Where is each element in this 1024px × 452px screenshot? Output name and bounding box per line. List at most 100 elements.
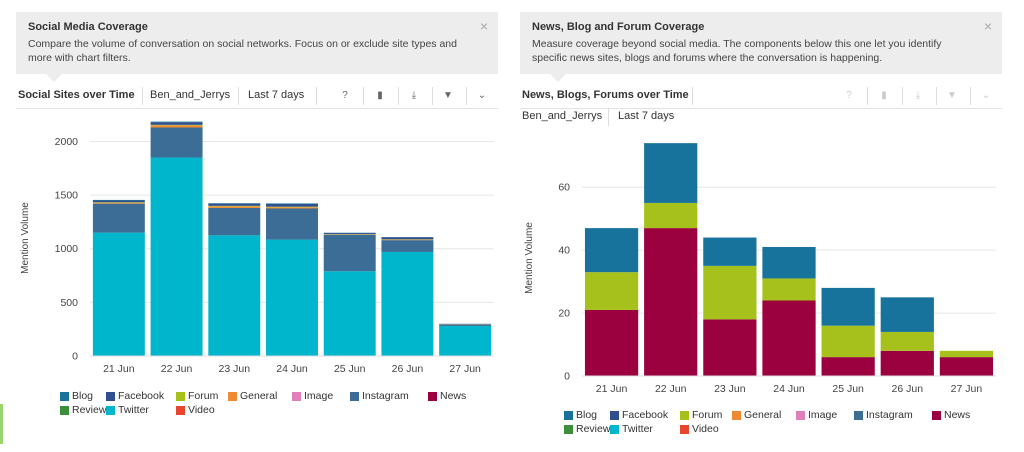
bar-segment-facebook xyxy=(266,203,318,207)
y-axis-label: Mention Volume xyxy=(524,222,535,294)
chevron-down-icon[interactable]: ⌄ xyxy=(981,90,991,101)
y-tick-label: 0 xyxy=(72,351,78,363)
bar-segment-news xyxy=(762,300,816,376)
bar-segment-news xyxy=(644,228,698,376)
bar-segment-news xyxy=(939,357,994,376)
bar-segment-facebook xyxy=(381,237,434,240)
x-tick-label: 24 Jun xyxy=(276,363,308,375)
news-blogs-forums-chart: 0 20 40 60 Mention Volume 21 Jun 22 Jun 23 Jun 2… xyxy=(524,143,996,395)
bar-segment-twitter xyxy=(92,232,145,356)
help-icon[interactable]: ? xyxy=(342,90,348,101)
bar-segment-news xyxy=(821,357,875,376)
x-tick-label: 27 Jun xyxy=(951,383,983,395)
x-tick-label: 21 Jun xyxy=(103,363,135,375)
brand-filter[interactable]: Ben_and_Jerrys xyxy=(150,89,231,101)
bar-segment-facebook xyxy=(323,233,376,235)
bar-segment-blog xyxy=(703,237,757,266)
close-icon[interactable]: × xyxy=(983,18,992,34)
chart-toolbar: News, Blogs, Forums over Time ? ▮ ⤓ ▼ ⌄ xyxy=(520,84,1002,109)
legend-label: News xyxy=(944,409,971,421)
date-range-filter[interactable]: Last 7 days xyxy=(248,89,305,101)
x-tick-label: 22 Jun xyxy=(655,383,687,395)
chart-type-icon[interactable]: ▮ xyxy=(881,90,887,101)
legend-label: Facebook xyxy=(622,409,669,421)
legend-swatch xyxy=(60,406,69,415)
bar-segment-blog xyxy=(208,203,261,204)
y-tick-label: 60 xyxy=(558,182,570,194)
info-banner: Social Media Coverage Compare the volume… xyxy=(16,12,498,74)
bar-segment-forum xyxy=(92,202,145,203)
bar-segment-blog xyxy=(92,199,145,201)
bar-segment-blog xyxy=(584,228,639,273)
divider xyxy=(238,87,239,105)
bar-segment-news xyxy=(880,350,934,376)
bar-segment-general xyxy=(208,206,261,208)
x-tick-label: 21 Jun xyxy=(596,383,628,395)
bar-segment-forum xyxy=(821,325,875,358)
close-icon[interactable]: × xyxy=(479,18,488,34)
brand-filter[interactable]: Ben_and_Jerrys xyxy=(522,110,603,122)
legend-swatch xyxy=(176,406,185,415)
legend-swatch xyxy=(680,411,689,420)
legend-swatch xyxy=(932,411,941,420)
y-tick-label: 40 xyxy=(558,245,570,257)
legend-label: Instagram xyxy=(866,409,913,421)
date-range-filter[interactable]: Last 7 days xyxy=(618,110,675,122)
filter-icon[interactable]: ▼ xyxy=(443,90,453,101)
chart-type-icon[interactable]: ▮ xyxy=(377,90,383,101)
legend-label: Review xyxy=(72,404,107,416)
download-icon[interactable]: ⤓ xyxy=(411,90,417,101)
legend-swatch xyxy=(796,411,805,420)
bar-segment-general xyxy=(266,207,318,209)
divider xyxy=(902,87,903,105)
legend-label: Image xyxy=(808,409,838,421)
bar-segment-blog xyxy=(762,246,816,279)
x-tick-label: 26 Jun xyxy=(892,383,924,395)
bar-segment-general xyxy=(381,239,434,241)
chevron-down-icon[interactable]: ⌄ xyxy=(477,90,487,101)
bar-segment-general xyxy=(92,202,145,204)
divider xyxy=(970,87,971,105)
legend-swatch xyxy=(680,425,689,434)
bar-segment-instagram xyxy=(323,234,376,272)
info-description: Measure coverage beyond social media. Th… xyxy=(532,38,942,64)
bar-segment-instagram xyxy=(150,127,203,158)
legend-swatch xyxy=(350,392,359,401)
bar-segment-blog xyxy=(644,143,698,203)
y-tick-label: 20 xyxy=(558,308,570,320)
help-icon[interactable]: ? xyxy=(846,90,852,101)
x-tick-label: 25 Jun xyxy=(334,363,366,375)
filter-icon[interactable]: ▼ xyxy=(947,90,957,101)
legend-swatch xyxy=(228,392,237,401)
bar-segment-forum xyxy=(939,350,994,358)
bar-segment-twitter xyxy=(439,325,492,356)
bar-segment-instagram xyxy=(439,324,492,326)
x-tick-label: 25 Jun xyxy=(832,383,864,395)
legend-swatch xyxy=(854,411,863,420)
bar-segment-blog xyxy=(150,121,203,123)
legend-label: Facebook xyxy=(118,390,165,402)
info-caret xyxy=(550,74,566,82)
bar-segment-general xyxy=(150,125,203,128)
legend-swatch xyxy=(106,392,115,401)
bar-segment-forum xyxy=(762,278,816,301)
bar-segment-news xyxy=(584,309,639,376)
bar-segment-facebook xyxy=(150,122,203,125)
legend-swatch xyxy=(610,425,619,434)
legend-label: Blog xyxy=(576,409,598,421)
chart-legend: Blog Facebook Forum General Image Instagram Ne… xyxy=(60,390,500,421)
bar-segment-forum xyxy=(584,272,639,310)
y-tick-label: 2000 xyxy=(55,136,79,148)
bar-segment-blog xyxy=(880,297,934,332)
divider xyxy=(608,108,609,126)
legend-label: Twitter xyxy=(622,423,653,435)
legend-swatch xyxy=(564,411,573,420)
bar-segment-twitter xyxy=(150,157,203,356)
legend-label: Blog xyxy=(72,390,94,402)
divider xyxy=(363,87,364,105)
info-title: Social Media Coverage xyxy=(28,21,148,33)
legend-swatch xyxy=(176,392,185,401)
legend-label: Video xyxy=(692,423,719,435)
info-banner: News, Blog and Forum Coverage Measure co… xyxy=(520,12,1002,74)
download-icon[interactable]: ⤓ xyxy=(915,90,921,101)
